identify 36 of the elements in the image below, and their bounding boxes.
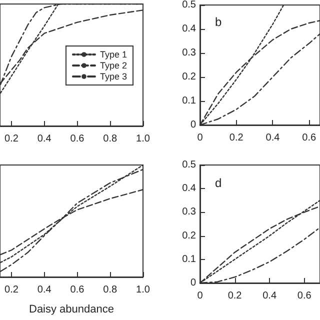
x-tick-label: 0.6 xyxy=(302,132,316,144)
x-tick-label: 0.2 xyxy=(229,132,244,144)
x-tick-label: 0.6 xyxy=(70,134,85,144)
x-tick-label: 0.2 xyxy=(4,134,19,144)
x-tick-label: 0.2 xyxy=(4,284,19,296)
x-tick-label: 1.0 xyxy=(136,134,150,144)
x-tick-label: 1.0 xyxy=(136,284,150,296)
x-axis-title: Daisy abundance xyxy=(28,304,114,316)
x-tick-label: 0 xyxy=(197,290,204,302)
x-tick-label: 0.4 xyxy=(37,134,52,144)
y-tick-label: 0.3 xyxy=(182,48,196,58)
y-tick-label: 0.4 xyxy=(182,183,196,194)
x-tick-label: 0 xyxy=(197,132,204,144)
y-tick-label: 0.5 xyxy=(182,0,196,10)
x-tick-label: 0.4 xyxy=(37,284,52,296)
annotation: d xyxy=(215,176,222,190)
x-tick-label: 0.2 xyxy=(228,290,242,302)
y-tick-label: 0.1 xyxy=(182,254,196,265)
annotation: b xyxy=(215,15,222,29)
y-tick-label: 0 xyxy=(190,120,196,130)
x-tick-label: 0.4 xyxy=(262,290,277,302)
y-tick-label: 0 xyxy=(190,278,196,288)
y-tick-label: 0.3 xyxy=(182,206,196,218)
x-tick-label: 0.8 xyxy=(103,284,118,296)
x-tick-label: 0.6 xyxy=(297,290,312,302)
y-tick-label: 0.2 xyxy=(182,230,196,242)
legend-label: Type 2 xyxy=(100,60,128,70)
y-tick-label: 0.5 xyxy=(182,160,196,170)
legend-label: Type 3 xyxy=(100,72,128,82)
legend-label: Type 1 xyxy=(100,50,128,60)
y-tick-label: 0.2 xyxy=(182,72,196,82)
x-tick-label: 0.6 xyxy=(70,284,85,296)
y-tick-label: 0.1 xyxy=(182,96,196,106)
x-tick-label: 0.8 xyxy=(103,134,118,144)
x-tick-label: 0.4 xyxy=(266,132,280,144)
y-tick-label: 0.4 xyxy=(182,24,196,34)
